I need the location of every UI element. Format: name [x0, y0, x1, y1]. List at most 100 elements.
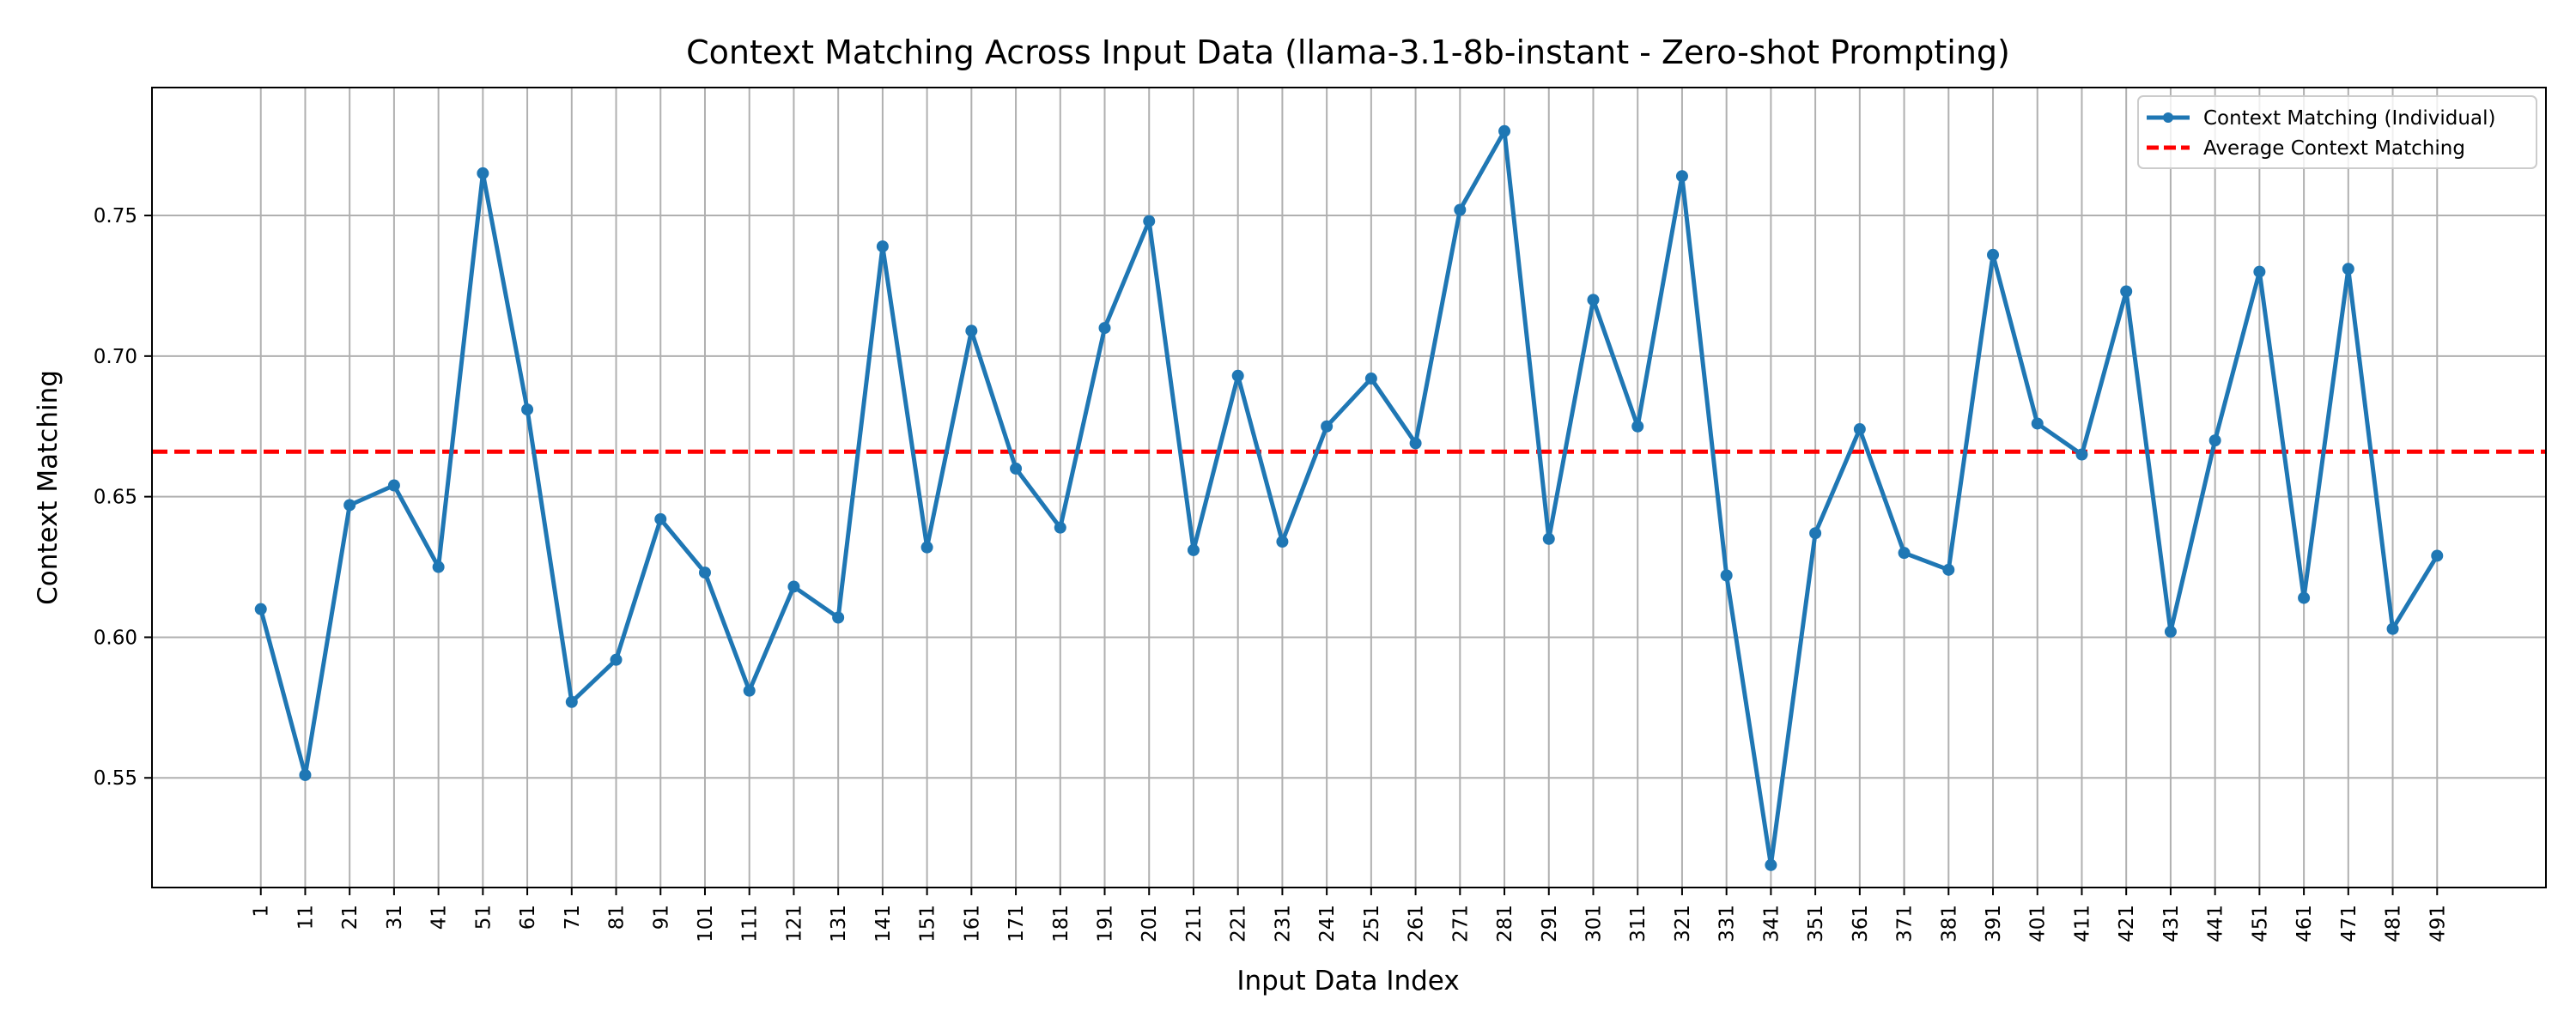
data-point: [1454, 203, 1467, 216]
x-tick-label: 391: [1983, 905, 2005, 942]
data-point: [2298, 591, 2311, 604]
legend-box: [2137, 95, 2537, 169]
data-point: [2253, 265, 2266, 278]
x-tick-label: 491: [2427, 905, 2449, 942]
x-tick-label: 381: [1938, 905, 1960, 942]
x-tick-label: 171: [1005, 905, 1028, 942]
data-point: [1631, 420, 1644, 433]
x-tick-label: 271: [1449, 905, 1472, 942]
y-tick-label: 0.65: [94, 487, 137, 509]
x-tick-label: 321: [1672, 905, 1694, 942]
data-point: [1276, 536, 1289, 548]
x-tick-label: 81: [606, 905, 629, 930]
data-point: [343, 499, 356, 512]
y-tick-label: 0.55: [94, 767, 137, 790]
x-tick-label: 91: [650, 905, 672, 930]
data-point: [299, 768, 312, 781]
x-tick-label: 21: [339, 905, 361, 930]
data-point: [1409, 437, 1422, 450]
data-point: [654, 512, 667, 525]
x-tick-label: 121: [783, 905, 805, 942]
series-line: [258, 129, 2439, 868]
data-point: [2431, 549, 2444, 562]
legend-series-label: Context Matching (Individual): [2203, 107, 2495, 130]
data-point: [1898, 547, 1911, 560]
x-axis: 1 11 21 31 41 51 61 71 81 91 101 111 121 131 141 151 161…: [251, 888, 2449, 942]
x-tick-label: 71: [562, 905, 584, 930]
x-tick-label: 311: [1627, 905, 1649, 942]
legend: Context Matching (Individual) Average Co…: [2137, 95, 2537, 169]
data-point: [2164, 625, 2177, 638]
data-point: [920, 541, 933, 554]
x-tick-label: 251: [1361, 905, 1383, 942]
x-tick-label: 41: [428, 905, 451, 930]
legend-average-label: Average Context Matching: [2203, 137, 2465, 160]
data-point: [1942, 563, 1955, 576]
x-tick-label: 181: [1050, 905, 1072, 942]
y-axis: 0.55 0.60 0.65 0.70 0.75: [94, 205, 152, 790]
data-point: [1498, 124, 1511, 137]
x-tick-label: 211: [1183, 905, 1206, 942]
data-point: [743, 684, 756, 697]
data-point: [387, 479, 400, 492]
data-point: [2386, 622, 2399, 635]
data-point: [1987, 248, 2000, 261]
data-point: [1809, 527, 1822, 540]
x-tick-label: 31: [384, 905, 406, 930]
x-tick-label: 361: [1850, 905, 1872, 942]
x-tick-label: 141: [872, 905, 895, 942]
x-tick-label: 241: [1316, 905, 1339, 942]
x-tick-label: 201: [1139, 905, 1161, 942]
x-tick-label: 371: [1894, 905, 1917, 942]
x-tick-label: 331: [1716, 905, 1739, 942]
data-point: [2031, 417, 2044, 430]
grid: [152, 88, 2546, 888]
data-point: [1720, 569, 1733, 582]
x-tick-label: 451: [2249, 905, 2271, 942]
x-tick-label: 1: [251, 905, 273, 918]
data-point: [254, 603, 267, 615]
data-point: [1231, 369, 1244, 382]
data-point: [565, 695, 578, 708]
data-point: [2208, 434, 2221, 447]
x-tick-label: 291: [1539, 905, 1561, 942]
x-tick-label: 51: [472, 905, 495, 930]
x-tick-label: 301: [1583, 905, 1605, 942]
data-point: [1675, 170, 1688, 183]
x-tick-label: 191: [1095, 905, 1117, 942]
data-point: [1143, 215, 1156, 227]
data-point: [1765, 858, 1777, 871]
data-point: [832, 611, 845, 624]
data-point: [432, 560, 445, 573]
data-point: [1010, 462, 1023, 475]
data-point: [2342, 263, 2354, 276]
data-point: [2075, 448, 2088, 461]
plot-frame: [151, 87, 2547, 888]
data-point: [610, 653, 623, 666]
x-tick-label: 401: [2027, 905, 2050, 942]
data-point: [876, 240, 889, 253]
chart-title: Context Matching Across Input Data (llam…: [686, 33, 2010, 71]
data-point: [787, 580, 800, 593]
x-tick-label: 131: [828, 905, 850, 942]
data-point: [1542, 532, 1555, 545]
x-tick-label: 101: [695, 905, 717, 942]
x-tick-label: 421: [2116, 905, 2138, 942]
data-point: [1054, 521, 1066, 534]
data-point: [1187, 543, 1200, 556]
y-tick-label: 0.70: [94, 346, 137, 368]
data-point: [521, 403, 534, 416]
data-point: [2120, 285, 2133, 298]
x-tick-label: 261: [1406, 905, 1428, 942]
x-tick-label: 341: [1760, 905, 1783, 942]
data-point: [1364, 373, 1377, 385]
legend-series-marker: [2163, 112, 2173, 123]
x-tick-label: 61: [517, 905, 539, 930]
y-tick-label: 0.60: [94, 627, 137, 649]
data-point: [698, 566, 711, 579]
x-tick-label: 481: [2383, 905, 2405, 942]
x-tick-label: 161: [961, 905, 983, 942]
x-tick-label: 151: [917, 905, 939, 942]
